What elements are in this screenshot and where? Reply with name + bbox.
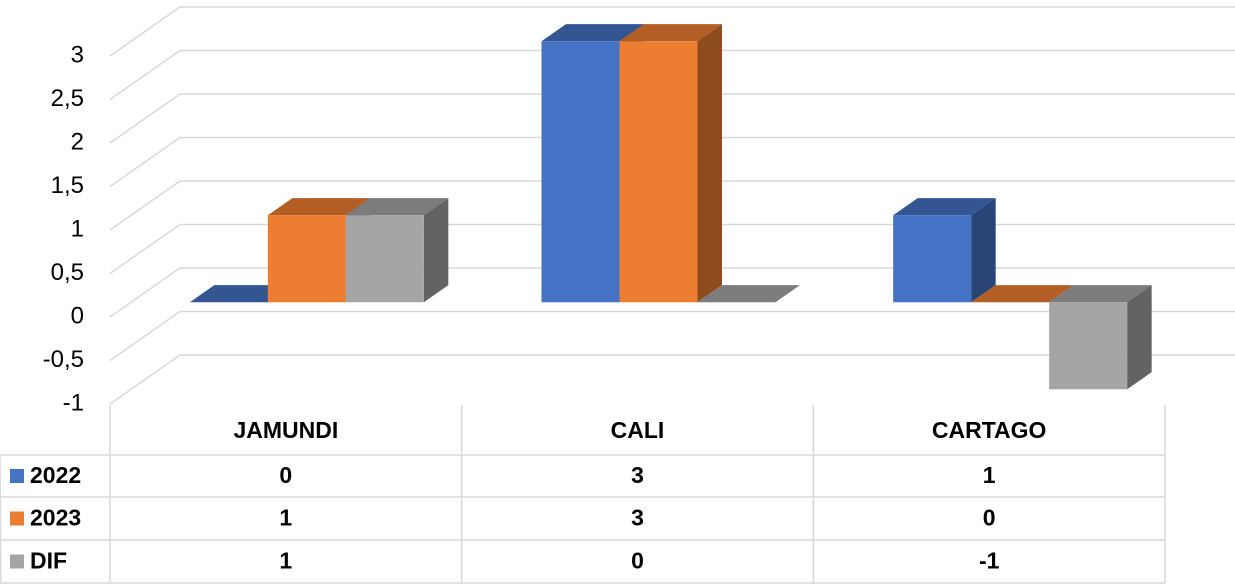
table-cell: 0 [279, 462, 292, 488]
bar [971, 285, 1074, 303]
bar-side [1127, 285, 1152, 390]
grid-line [109, 267, 181, 318]
bar [189, 285, 293, 303]
legend-key [10, 554, 24, 569]
y-tick-label: -1 [63, 389, 84, 416]
bar-top [697, 285, 800, 303]
legend-label: 2022 [30, 462, 81, 488]
legend-label: 2023 [30, 505, 81, 531]
y-tick-label: 0 [71, 302, 84, 329]
bar-top [619, 24, 722, 42]
grid-line [109, 223, 181, 275]
y-tick-label: -0,5 [43, 346, 84, 373]
y-tick-label: 3 [71, 41, 84, 68]
table-cell: 1 [279, 548, 292, 574]
grid-line [109, 180, 181, 231]
bar-side [697, 24, 722, 303]
table-header: JAMUNDI [233, 417, 338, 443]
bar [619, 24, 722, 303]
grid-line [109, 93, 181, 144]
y-tick-label: 1 [71, 215, 84, 242]
legend-label: DIF [30, 548, 67, 574]
bar-top [893, 198, 996, 216]
bar-front [267, 215, 346, 303]
bar-front [1049, 302, 1128, 390]
table-cell: 1 [983, 462, 996, 488]
table-cell: 1 [279, 505, 292, 531]
bar [345, 198, 449, 303]
table-header: CALI [611, 417, 665, 443]
bar-front [541, 41, 620, 303]
table-cell: 0 [631, 548, 644, 574]
grid-line [109, 310, 181, 362]
bar-top [971, 285, 1074, 303]
legend-key [10, 511, 24, 526]
bar-front [619, 41, 698, 303]
table-cell: 3 [631, 505, 644, 531]
table-cell: 0 [983, 505, 996, 531]
table-cell: 3 [631, 462, 644, 488]
table-header: CARTAGO [932, 417, 1047, 443]
grid-line [109, 6, 181, 57]
grid-line [109, 136, 181, 188]
legend-key [10, 469, 24, 483]
bar [893, 198, 996, 303]
y-tick-label: 0,5 [51, 259, 84, 286]
bar [697, 285, 800, 303]
bar-top [345, 198, 449, 216]
bar-top [541, 24, 644, 42]
grid-line [109, 49, 181, 101]
bar-top [189, 285, 293, 303]
bar-side [423, 198, 449, 303]
grid-line [109, 354, 181, 405]
bar-front [893, 215, 972, 303]
table-cell: -1 [979, 548, 1000, 574]
bar [1049, 285, 1152, 390]
table-border [0, 454, 2, 584]
bar-side [971, 198, 996, 303]
bar-top [1049, 285, 1152, 303]
y-tick-label: 1,5 [51, 172, 84, 199]
bar-front [345, 215, 424, 303]
bar-top [267, 198, 371, 216]
y-tick-label: 2,5 [51, 85, 84, 112]
y-tick-label: 2 [71, 128, 84, 155]
